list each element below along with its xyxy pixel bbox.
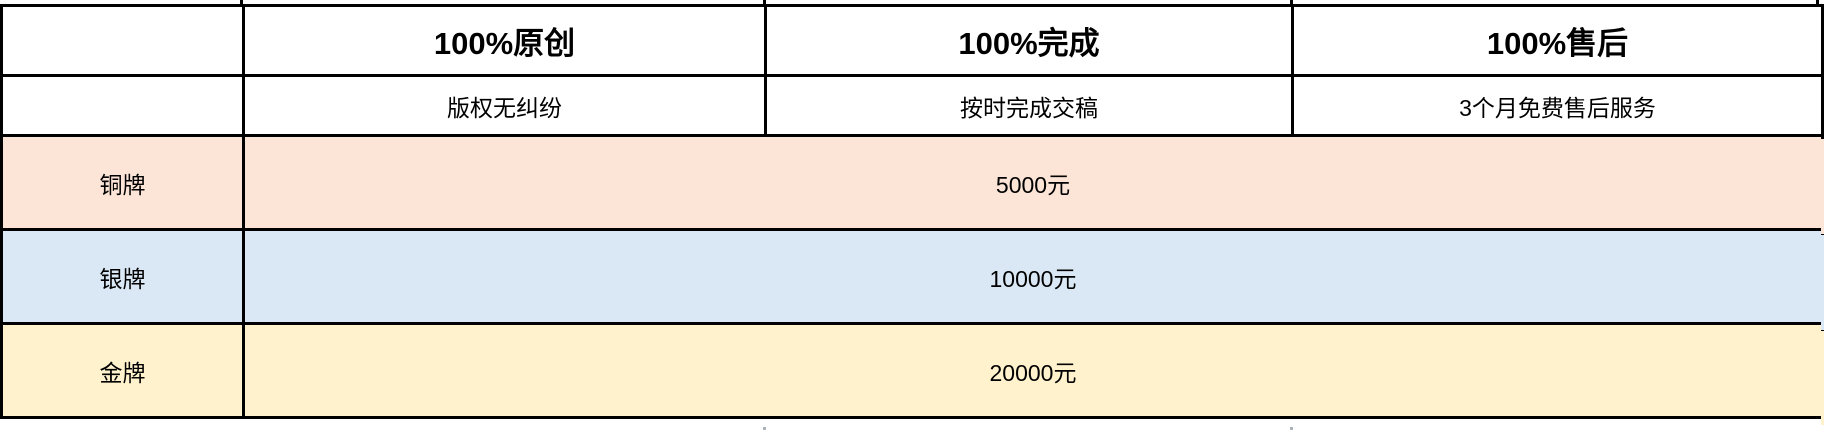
- tier-name-gold: 金牌: [0, 322, 245, 419]
- cropped-next-column-gold: [1821, 331, 1824, 425]
- subheader-aftersales: 3个月免费售后服务: [1291, 74, 1824, 137]
- subheader-row: 版权无纠纷 按时完成交稿 3个月免费售后服务: [0, 74, 1824, 137]
- tier-price-bronze: 5000元: [242, 134, 1824, 231]
- gridline-stub: [763, 0, 766, 6]
- gridline-stub: [240, 0, 243, 6]
- gridline-tick: [763, 427, 766, 430]
- pricing-table: 100%原创 100%完成 100%售后 版权无纠纷 按时完成交稿 3个月免费售…: [0, 4, 1824, 419]
- header-completion: 100%完成: [764, 4, 1294, 77]
- subheader-completion: 按时完成交稿: [764, 74, 1294, 137]
- corner-cell: [0, 4, 245, 77]
- corner-subcell: [0, 74, 245, 137]
- cropped-next-column-bronze: [1821, 139, 1824, 234]
- tier-name-silver: 银牌: [0, 228, 245, 325]
- tier-price-gold: 20000元: [242, 322, 1824, 419]
- tier-row-silver: 银牌 10000元: [0, 228, 1824, 325]
- tier-price-silver: 10000元: [242, 228, 1824, 325]
- subheader-original: 版权无纠纷: [242, 74, 767, 137]
- gridline-tick: [1290, 427, 1293, 430]
- header-original: 100%原创: [242, 4, 767, 77]
- cropped-next-column-silver: [1821, 235, 1824, 330]
- gridline-stub: [1290, 0, 1293, 6]
- tier-name-bronze: 铜牌: [0, 134, 245, 231]
- header-aftersales: 100%售后: [1291, 4, 1824, 77]
- header-row: 100%原创 100%完成 100%售后: [0, 4, 1824, 77]
- tier-row-gold: 金牌 20000元: [0, 322, 1824, 419]
- gridline-stub: [1816, 0, 1819, 6]
- tier-row-bronze: 铜牌 5000元: [0, 134, 1824, 231]
